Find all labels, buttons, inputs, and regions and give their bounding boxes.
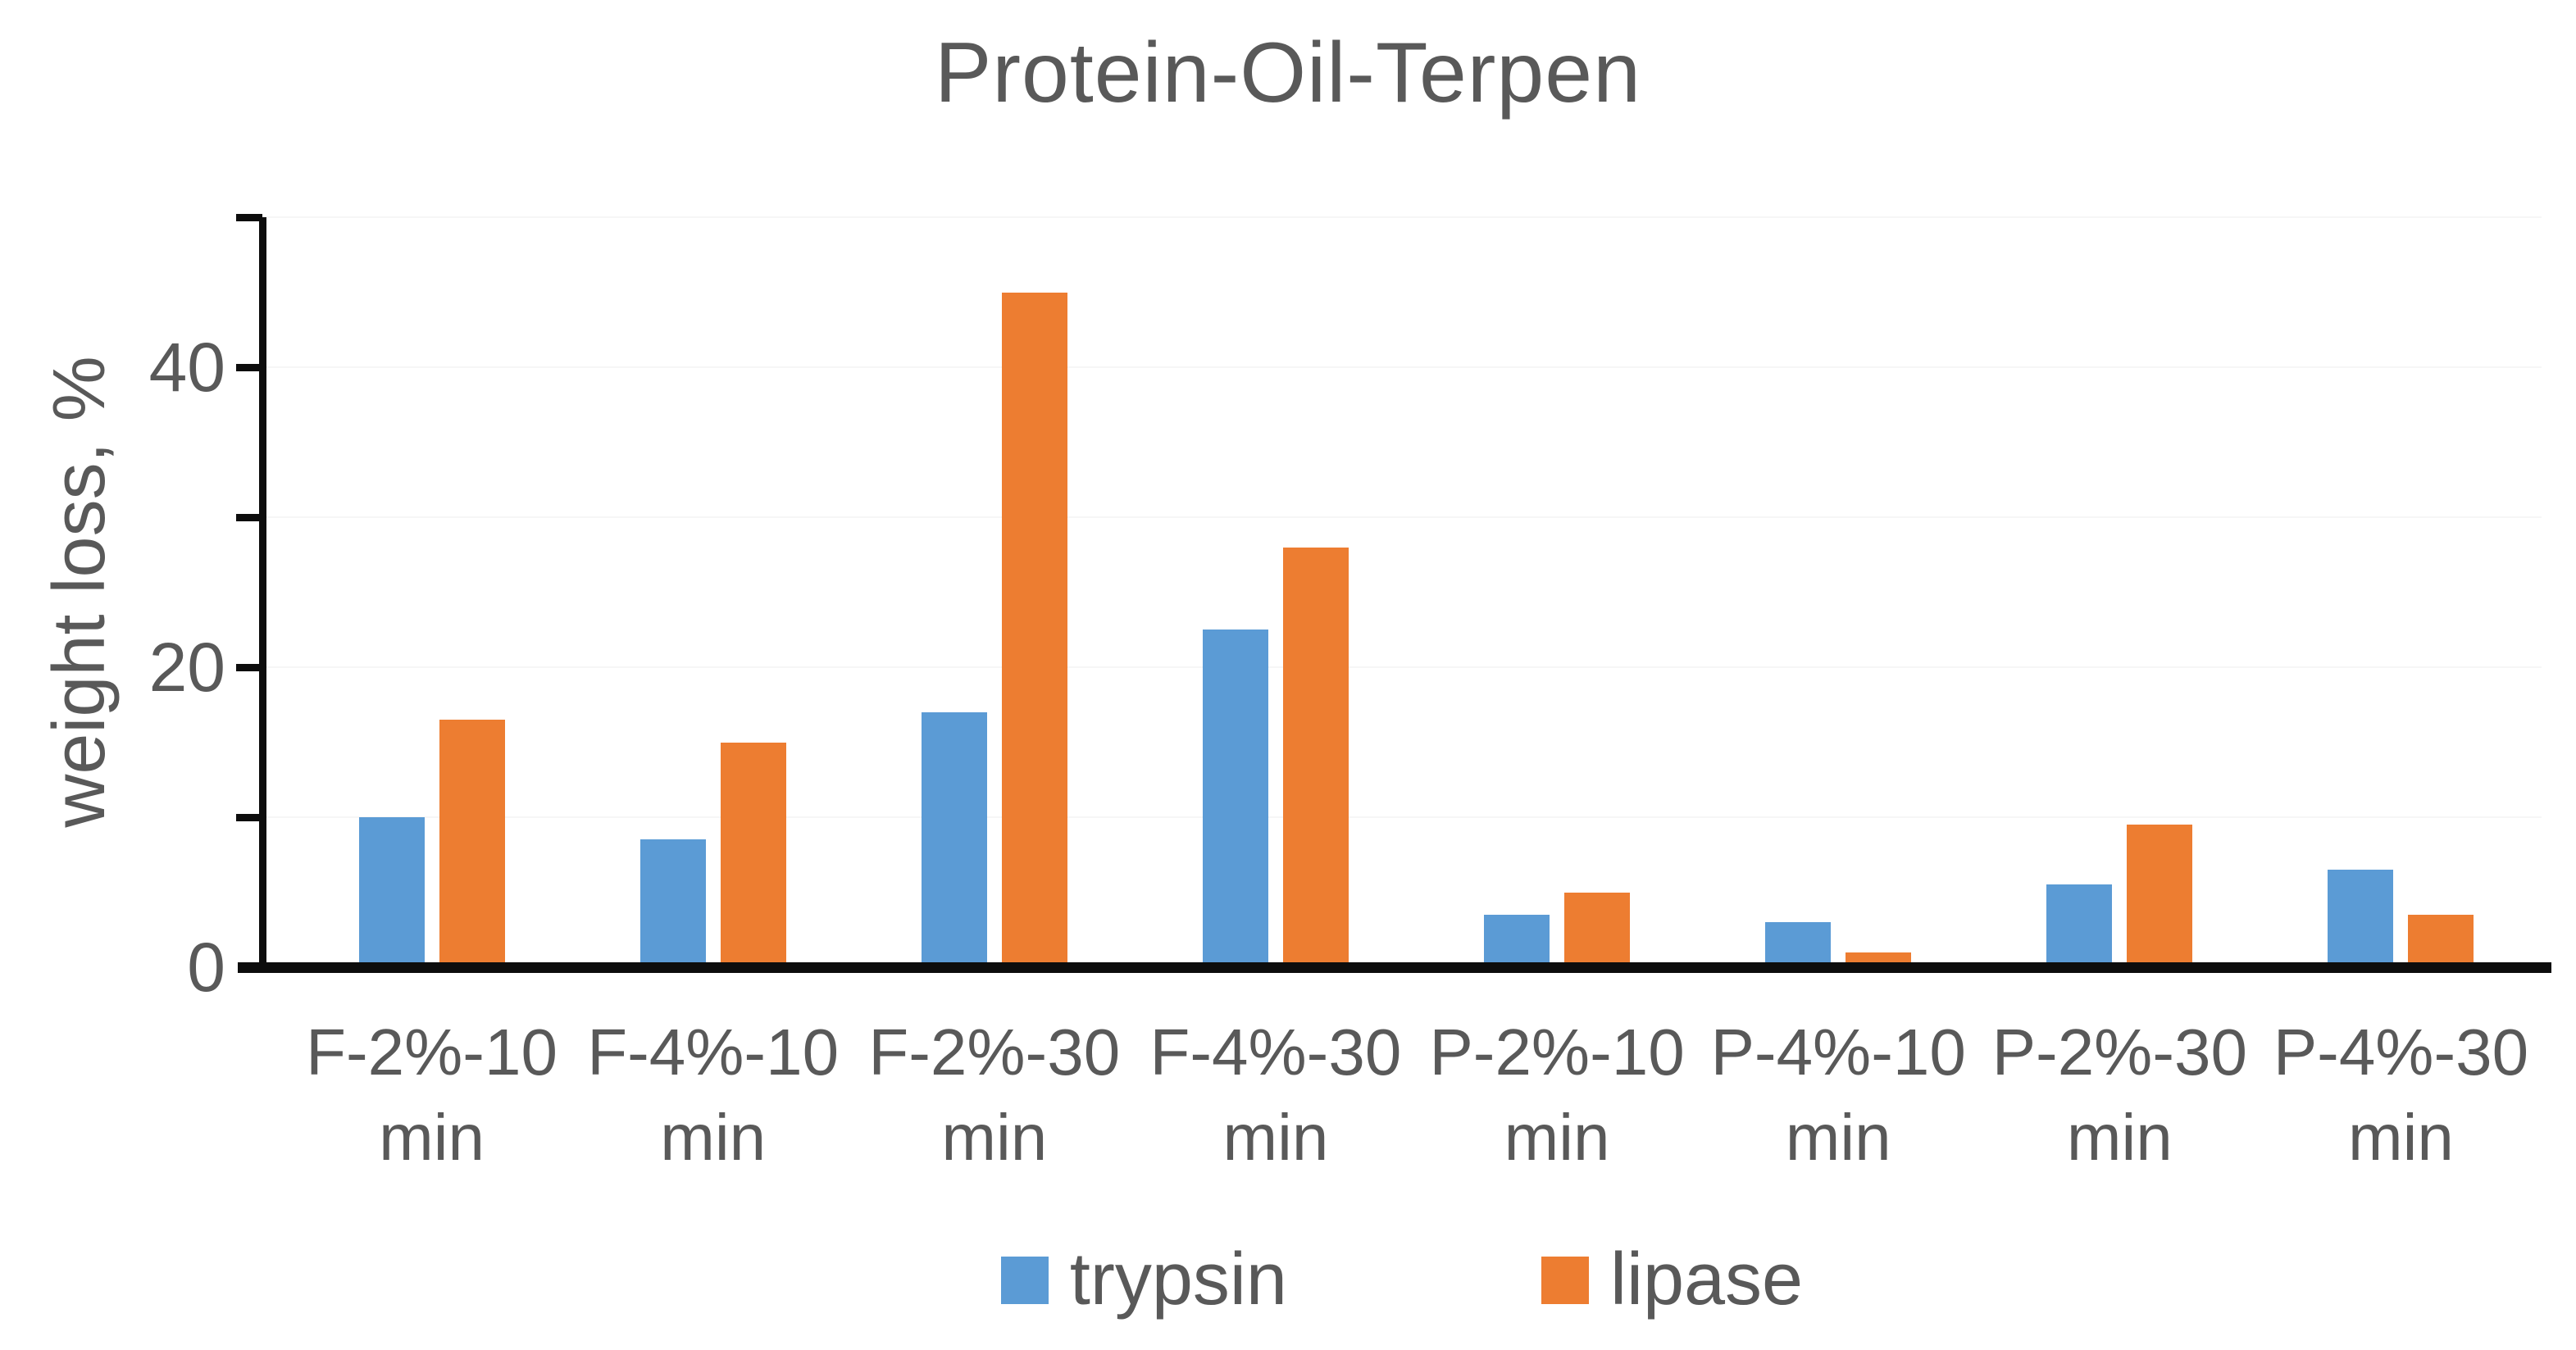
x-category-label-8: P-4%-30 min (2257, 1010, 2544, 1180)
y-axis-title: weight loss, % (39, 356, 121, 828)
x-category-line1: F-2%-10 (306, 1016, 558, 1089)
bar-lipase-8 (2408, 914, 2474, 967)
y-axis-line (259, 217, 266, 970)
x-category-label-3: F-2%-30 min (851, 1010, 1138, 1180)
x-category-line1: P-4%-10 (1710, 1016, 1966, 1089)
x-category-line1: F-2%-30 (868, 1016, 1121, 1089)
x-category-line2: min (941, 1101, 1048, 1174)
x-category-line2: min (2347, 1101, 2454, 1174)
x-category-line1: F-4%-30 (1149, 1016, 1402, 1089)
bar-lipase-2 (720, 742, 786, 967)
bar-lipase-1 (439, 720, 505, 967)
legend: trypsin lipase (262, 1239, 2542, 1320)
x-category-line2: min (1504, 1101, 1610, 1174)
legend-entry-trypsin: trypsin (1000, 1239, 1287, 1320)
y-tick-label-0: 0 (187, 929, 225, 1006)
gridline-40 (262, 366, 2542, 368)
y-tick-label-20: 20 (148, 629, 225, 706)
bar-lipase-5 (1564, 892, 1631, 967)
x-category-line1: P-2%-10 (1429, 1016, 1685, 1089)
gridline-30 (262, 516, 2542, 518)
bar-trypsin-7 (2046, 884, 2113, 967)
x-category-label-2: F-4%-10 min (570, 1010, 857, 1180)
y-tick-50 (236, 214, 262, 221)
x-category-line1: F-4%-10 (587, 1016, 840, 1089)
bar-trypsin-3 (921, 711, 987, 967)
bar-trypsin-2 (639, 839, 706, 967)
x-category-label-7: P-2%-30 min (1976, 1010, 2263, 1180)
legend-entry-lipase: lipase (1541, 1239, 1803, 1320)
gridline-10 (262, 816, 2542, 818)
bar-lipase-7 (2127, 825, 2193, 967)
x-category-label-6: P-4%-10 min (1695, 1010, 1982, 1180)
legend-label-lipase: lipase (1609, 1239, 1804, 1320)
plot-area: 0 20 40 F-2%-10 min F-4%-10 min F-2%-30 min F-4%-… (149, 214, 2551, 1174)
x-category-line1: P-4%-30 (2273, 1016, 2529, 1089)
bar-trypsin-8 (2328, 870, 2394, 967)
y-tick-label-40: 40 (148, 329, 225, 406)
bar-trypsin-6 (1765, 922, 1832, 967)
legend-marker-trypsin (1000, 1256, 1049, 1304)
x-axis-line (238, 962, 2551, 973)
x-category-line2: min (379, 1101, 485, 1174)
bar-trypsin-4 (1202, 630, 1268, 967)
x-category-line2: min (660, 1101, 767, 1174)
x-category-line2: min (2066, 1101, 2173, 1174)
x-category-line2: min (1785, 1101, 1891, 1174)
chart-title: Protein-Oil-Terpen (935, 25, 1641, 120)
bar-trypsin-1 (358, 817, 425, 967)
y-tick-20 (236, 664, 262, 671)
y-tick-40 (236, 364, 262, 371)
bar-lipase-4 (1282, 547, 1349, 967)
x-category-label-4: F-4%-30 min (1132, 1010, 1419, 1180)
x-category-label-5: P-2%-10 min (1413, 1010, 1700, 1180)
y-tick-30 (236, 514, 262, 521)
legend-label-trypsin: trypsin (1069, 1239, 1287, 1320)
gridline-20 (262, 666, 2542, 668)
legend-marker-lipase (1541, 1256, 1589, 1304)
x-category-line1: P-2%-30 (1991, 1016, 2247, 1089)
x-category-label-1: F-2%-10 min (289, 1010, 576, 1180)
x-category-line2: min (1222, 1101, 1329, 1174)
y-tick-10 (236, 814, 262, 821)
gridline-50 (262, 216, 2542, 218)
bar-trypsin-5 (1484, 914, 1550, 967)
bar-lipase-3 (1001, 292, 1067, 967)
